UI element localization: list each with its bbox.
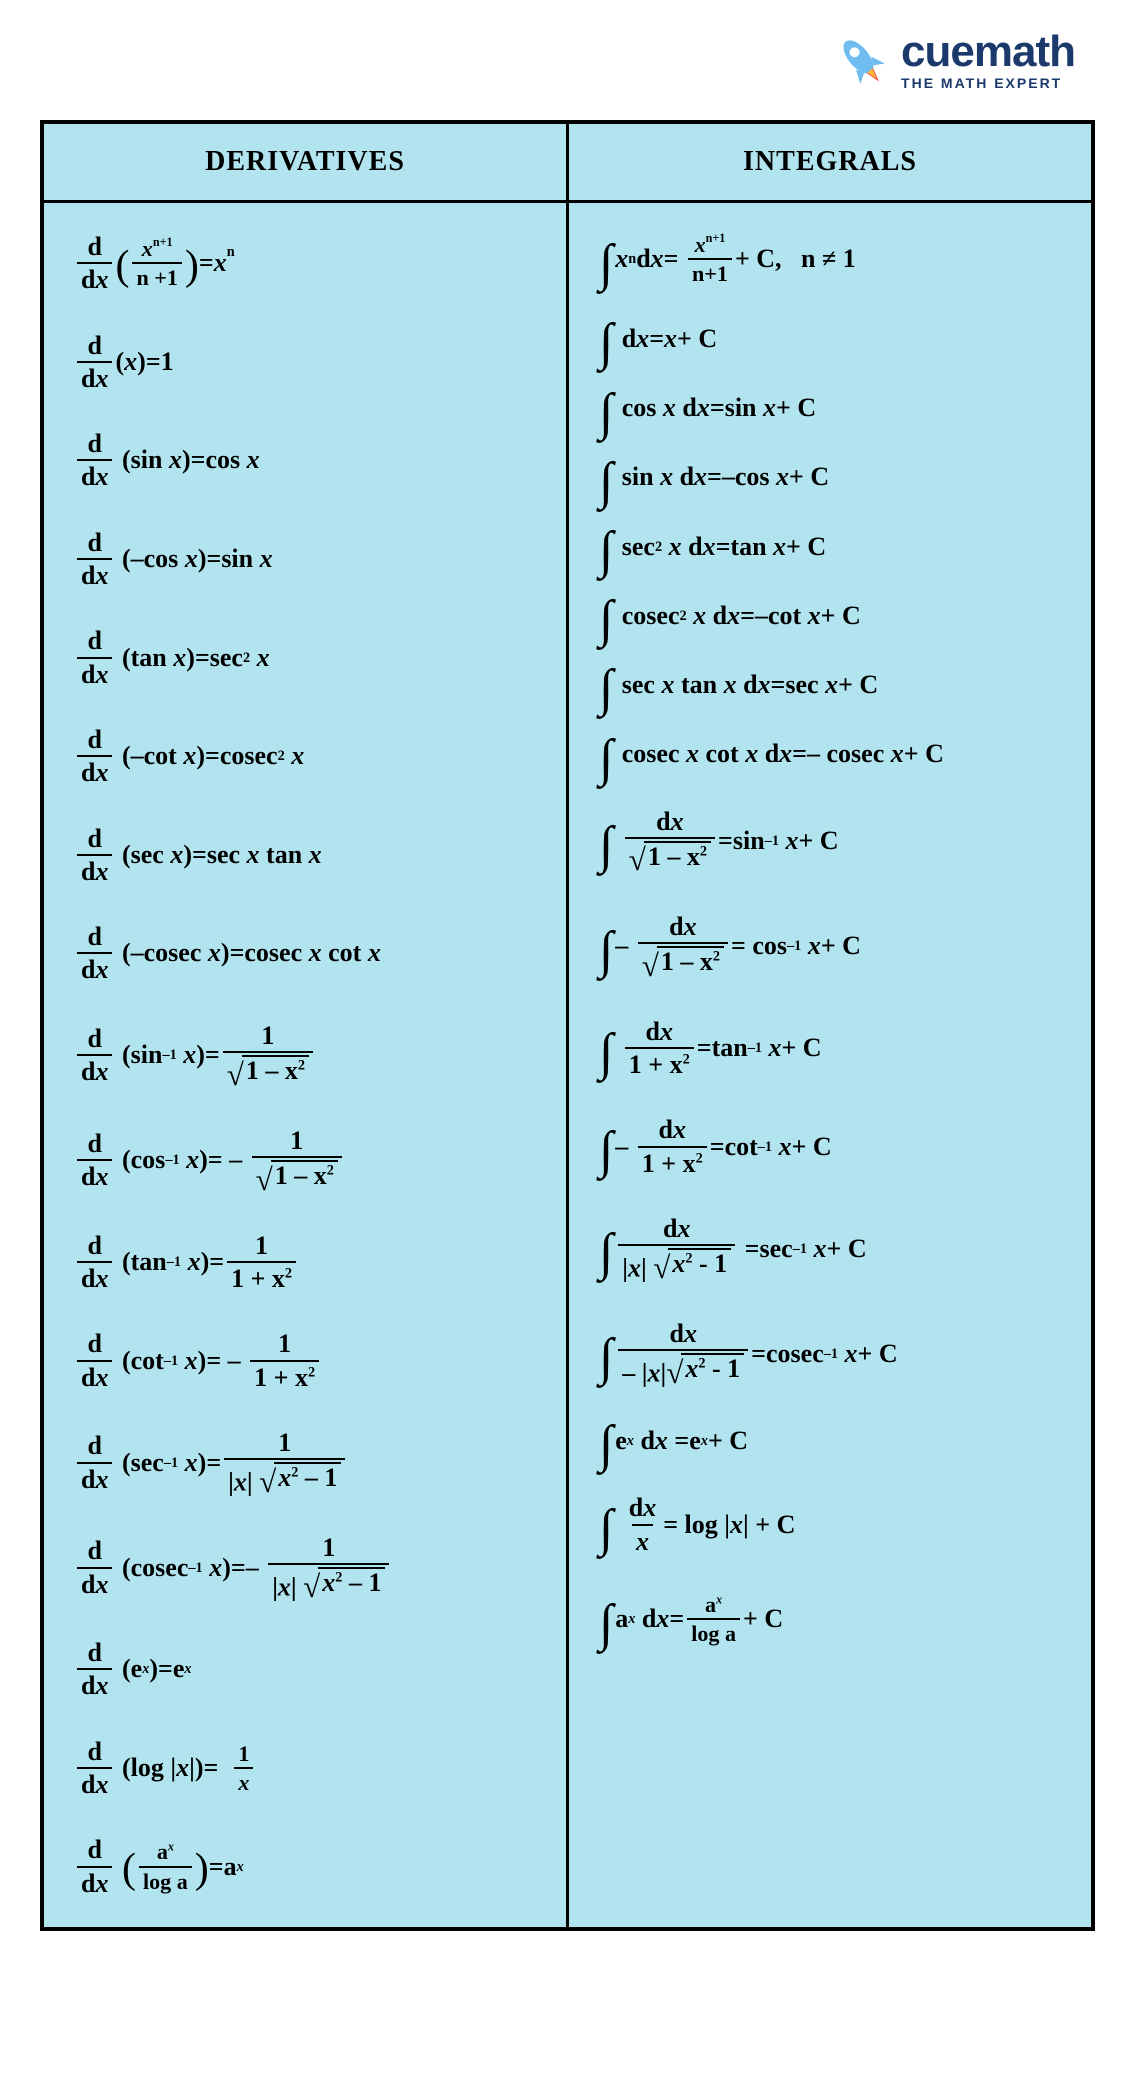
header-derivatives: DERIVATIVES [44,124,569,200]
deriv-row-4: ddx (–cos x) = sin x [74,529,544,590]
deriv-row-8: ddx (–cosec x) = cosec x cot x [74,923,544,984]
deriv-row-2: ddx (x) = 1 [74,332,544,393]
integ-row-9: ∫ dx√1 – x2 = sin–1 x + C [599,808,1069,875]
deriv-row-15: ddx (ex) = ex [74,1639,544,1700]
deriv-row-16: ddx (log |x|) = 1x [74,1738,544,1799]
integ-row-5: ∫ sec2 x dx = tan x + C [599,531,1069,562]
header-integrals: INTEGRALS [569,124,1091,200]
deriv-row-9: ddx (sin–1 x) = 1√1 – x2 [74,1022,544,1089]
integ-row-13: ∫ dx|x| √x2 - 1 = sec–1 x + C [599,1215,1069,1282]
derivatives-column: ddx ( xn+1n +1 ) = xn ddx (x) = 1 ddx (s… [44,203,569,1927]
integ-row-15: ∫ex dx = ex + C [599,1425,1069,1456]
deriv-row-12: ddx (cot–1 x) = – 11 + x2 [74,1330,544,1391]
integ-row-14: ∫ dx– |x|√x2 - 1 = cosec–1 x + C [599,1320,1069,1387]
deriv-row-3: ddx (sin x) = cos x [74,430,544,491]
brand-name: cuemath [901,30,1075,74]
brand-logo: cuemath THE MATH EXPERT [20,20,1115,120]
deriv-row-11: ddx (tan–1 x) = 11 + x2 [74,1232,544,1293]
integ-row-2: ∫ dx = x + C [599,323,1069,354]
integ-row-17: ∫ax dx = axlog a + C [599,1593,1069,1645]
integrals-column: ∫xndx= xn+1n+1 + C, n ≠ 1 ∫ dx = x + C ∫… [569,203,1091,1927]
integ-row-8: ∫ cosec x cot x dx = – cosec x + C [599,739,1069,770]
integ-row-12: ∫– dx1 + x2 = cot–1 x + C [599,1116,1069,1177]
integ-row-6: ∫ cosec2 x dx = –cot x + C [599,600,1069,631]
formula-table: DERIVATIVES INTEGRALS ddx ( xn+1n +1 ) =… [40,120,1095,1931]
rocket-icon [831,30,891,90]
deriv-row-6: ddx (–cot x) = cosec2 x [74,726,544,787]
deriv-row-7: ddx (sec x) = sec x tan x [74,825,544,886]
integ-row-16: ∫ dxx = log |x| + C [599,1494,1069,1555]
brand-tagline: THE MATH EXPERT [901,76,1075,90]
deriv-row-14: ddx (cosec–1 x) = – 1|x| √x2 – 1 [74,1534,544,1601]
brand-text: cuemath THE MATH EXPERT [901,30,1075,90]
deriv-row-17: ddx ( axlog a ) = ax [74,1836,544,1897]
integ-row-7: ∫ sec x tan x dx = sec x + C [599,669,1069,700]
table-header-row: DERIVATIVES INTEGRALS [44,124,1091,203]
table-body-row: ddx ( xn+1n +1 ) = xn ddx (x) = 1 ddx (s… [44,203,1091,1927]
integ-row-11: ∫ dx1 + x2 = tan–1 x + C [599,1018,1069,1079]
integ-row-1: ∫xndx= xn+1n+1 + C, n ≠ 1 [599,233,1069,285]
integ-row-3: ∫ cos x dx = sin x + C [599,393,1069,424]
deriv-row-13: ddx (sec–1 x) = 1|x| √x2 – 1 [74,1429,544,1496]
integ-row-10: ∫– dx√1 – x2 = cos–1 x + C [599,913,1069,980]
deriv-row-10: ddx (cos–1 x) = – 1√1 – x2 [74,1127,544,1194]
deriv-row-5: ddx (tan x) = sec2 x [74,627,544,688]
integ-row-4: ∫ sin x dx = –cos x + C [599,462,1069,493]
deriv-row-1: ddx ( xn+1n +1 ) = xn [74,233,544,294]
